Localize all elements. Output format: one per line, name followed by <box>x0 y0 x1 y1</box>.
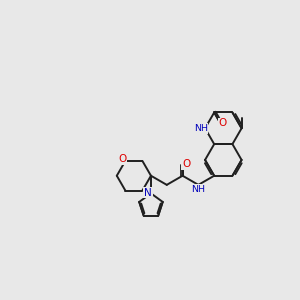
Text: NH: NH <box>194 124 208 133</box>
Text: NH: NH <box>191 185 206 194</box>
Text: O: O <box>118 154 127 164</box>
Text: N: N <box>144 188 152 197</box>
Text: O: O <box>218 118 227 128</box>
Text: O: O <box>182 159 190 169</box>
